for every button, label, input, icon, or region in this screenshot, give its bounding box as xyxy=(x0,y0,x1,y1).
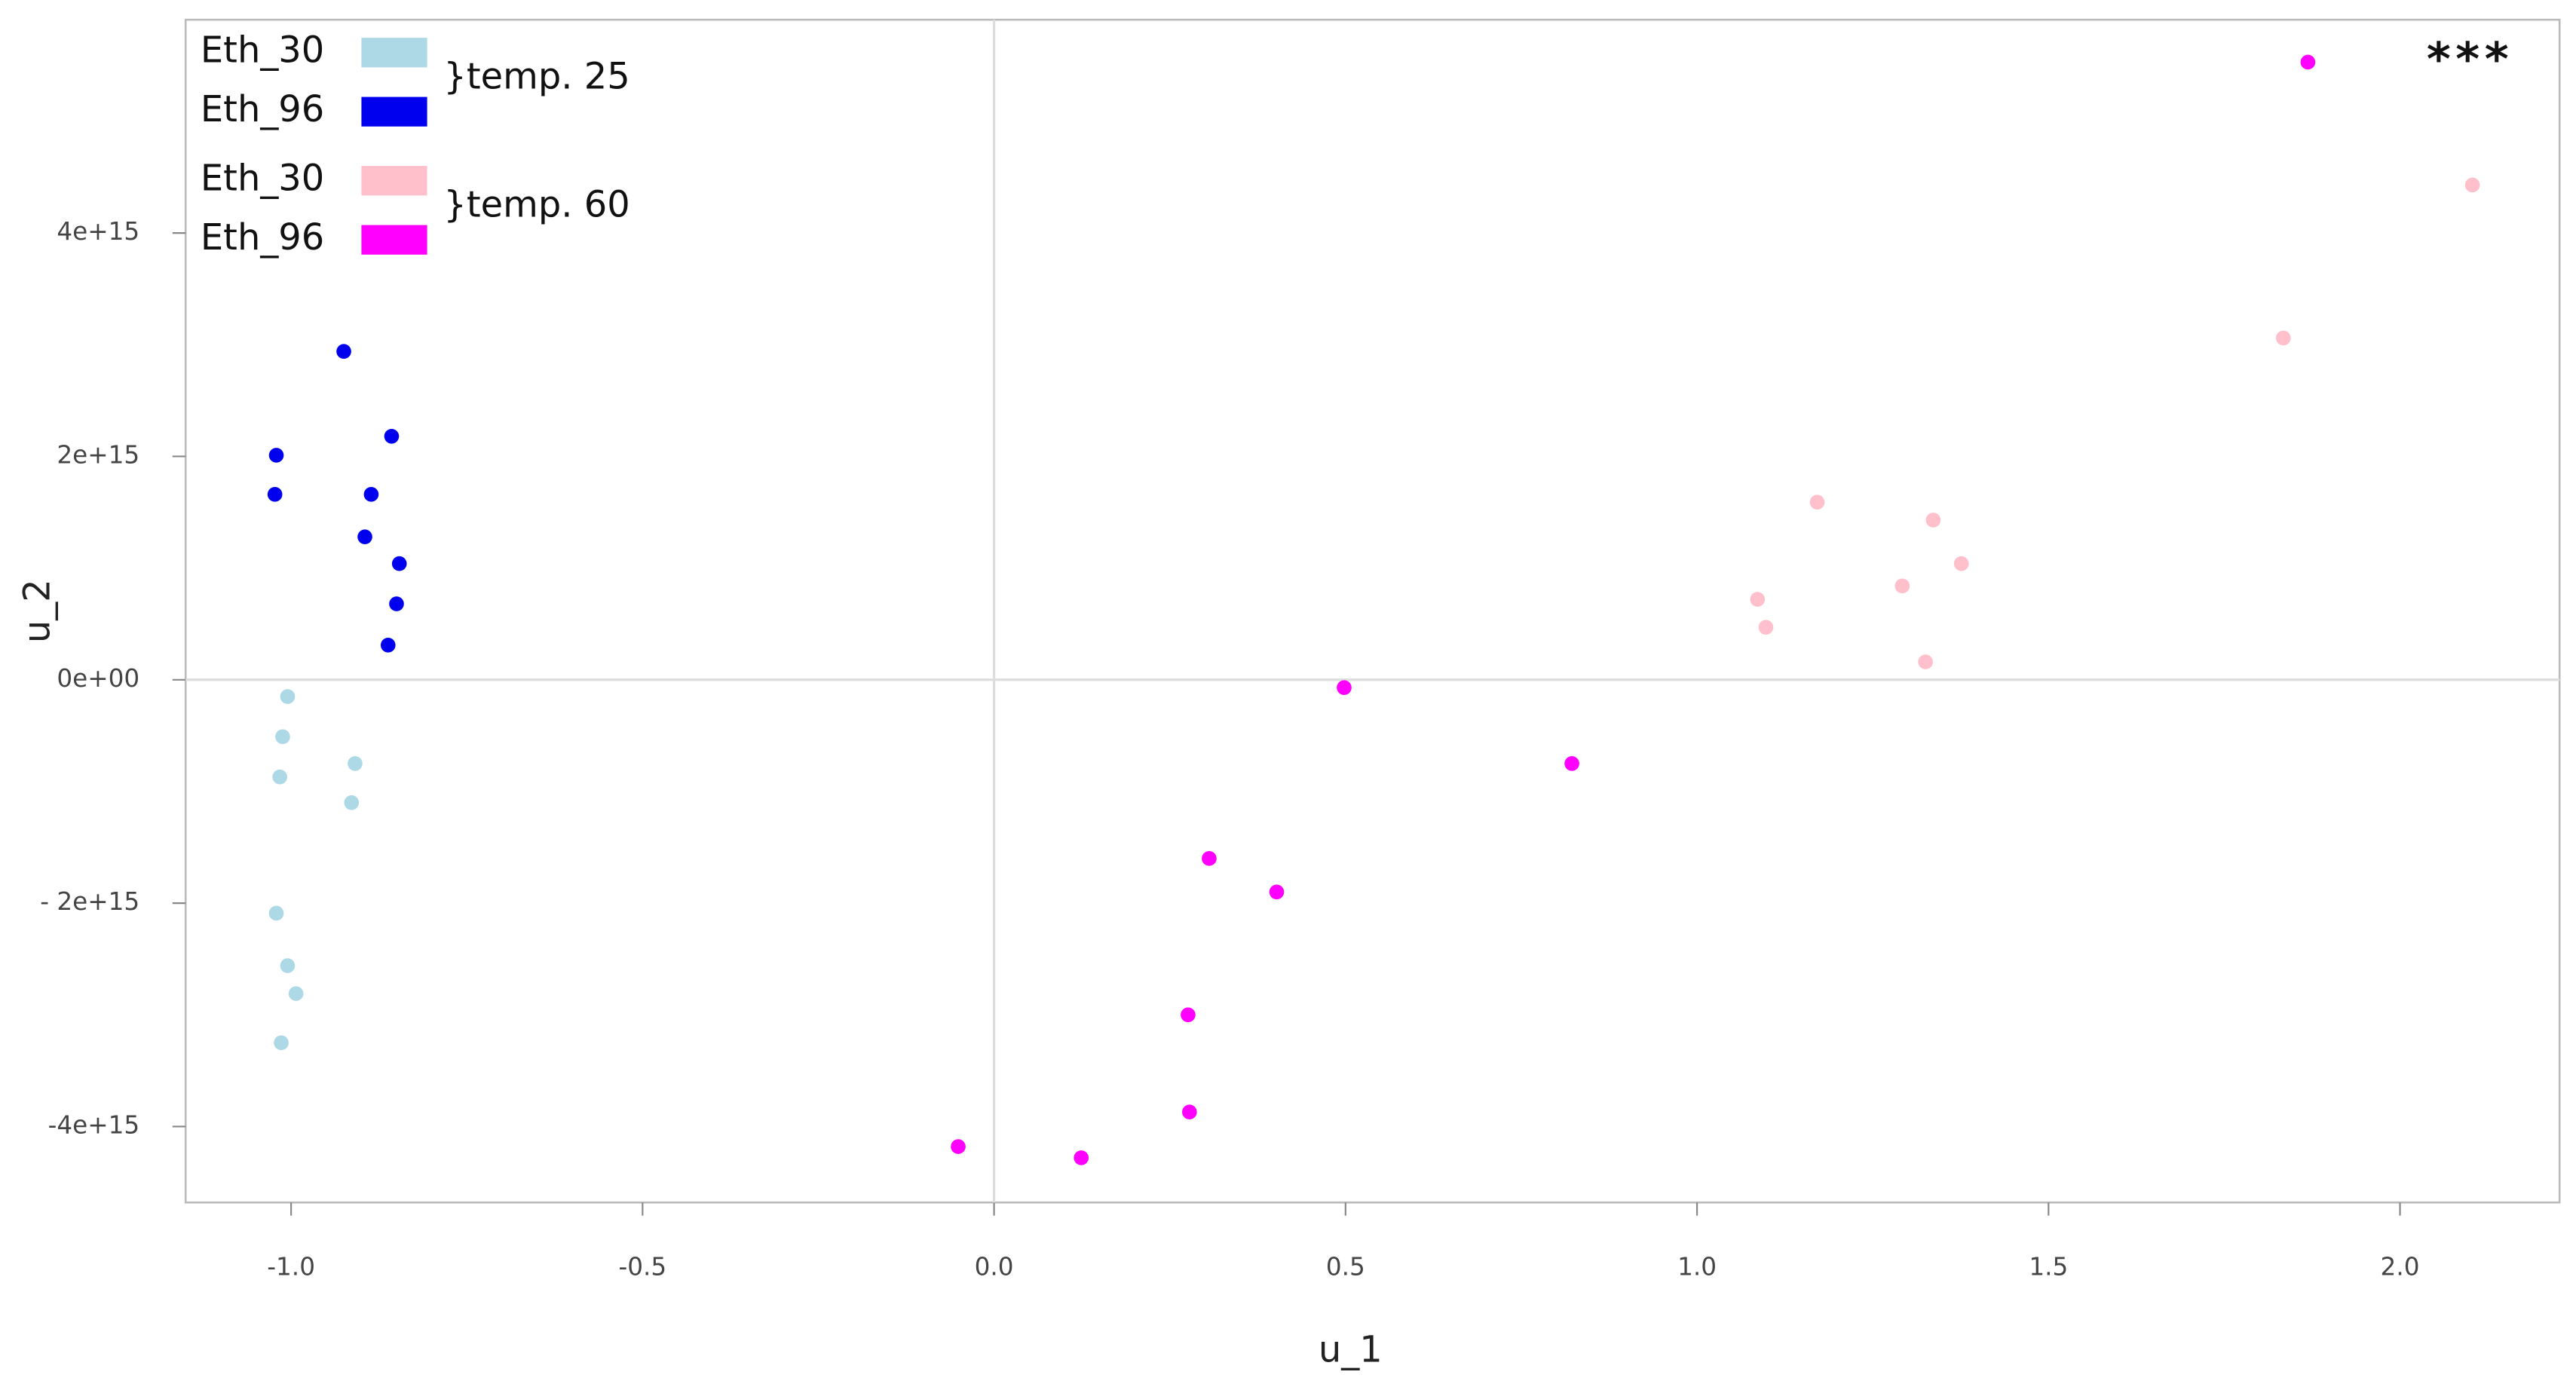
point xyxy=(274,1035,289,1051)
y-tick-label: 4e+15 xyxy=(57,217,139,246)
point xyxy=(380,638,396,653)
point xyxy=(951,1139,966,1154)
point xyxy=(1202,851,1217,866)
legend-label: Eth_96 xyxy=(201,217,324,259)
point xyxy=(348,756,363,771)
x-axis-title: u_1 xyxy=(1319,1329,1383,1370)
y-tick-label: 0e+00 xyxy=(57,664,139,693)
x-tick-label: -0.5 xyxy=(618,1252,666,1281)
point xyxy=(1337,680,1352,695)
point xyxy=(268,448,284,463)
x-tick-label: 0.0 xyxy=(975,1252,1014,1281)
x-tick-label: 0.5 xyxy=(1326,1252,1365,1281)
plot-frame xyxy=(184,18,2561,1204)
point xyxy=(1758,620,1774,635)
point xyxy=(384,428,400,444)
point xyxy=(275,729,290,745)
point xyxy=(1953,556,1969,571)
point xyxy=(280,689,296,704)
legend-swatch xyxy=(361,166,427,196)
legend-swatch xyxy=(361,96,427,127)
x-tick-label: 1.0 xyxy=(1677,1252,1717,1281)
point xyxy=(280,958,296,973)
legend-group: temp. 25 xyxy=(467,57,630,98)
point xyxy=(357,529,372,544)
legend-brace: } xyxy=(443,57,467,98)
legend-group: temp. 60 xyxy=(467,185,630,226)
y-tick-label: - 2e+15 xyxy=(40,887,139,916)
point xyxy=(267,487,283,502)
y-tick-label: -4e+15 xyxy=(48,1110,140,1139)
legend-label: Eth_30 xyxy=(201,158,324,200)
annotation: *** xyxy=(2427,32,2513,86)
point xyxy=(344,795,360,810)
point xyxy=(1918,654,1933,669)
point xyxy=(336,344,351,360)
x-tick-label: -1.0 xyxy=(267,1252,315,1281)
point xyxy=(1181,1007,1196,1023)
y-tick-label: 2e+15 xyxy=(57,440,139,469)
point xyxy=(272,769,288,785)
point xyxy=(2464,177,2480,193)
point xyxy=(1925,513,1941,528)
legend-label: Eth_96 xyxy=(201,89,324,130)
y-axis-title: u_2 xyxy=(17,579,58,643)
legend-swatch xyxy=(361,38,427,68)
legend-swatch xyxy=(361,225,427,255)
legend-label: Eth_30 xyxy=(201,30,324,72)
point xyxy=(391,556,407,571)
point xyxy=(363,487,379,502)
point xyxy=(389,596,404,611)
x-tick-label: 2.0 xyxy=(2381,1252,2420,1281)
point xyxy=(268,905,284,921)
point xyxy=(1074,1150,1089,1165)
point xyxy=(1182,1104,1197,1119)
point xyxy=(1750,592,1766,607)
x-tick-label: 1.5 xyxy=(2029,1252,2068,1281)
point xyxy=(1564,756,1579,771)
point xyxy=(1809,495,1825,510)
point xyxy=(2275,330,2291,346)
legend-brace: } xyxy=(443,185,467,226)
point xyxy=(288,986,304,1001)
point xyxy=(2300,54,2316,70)
point xyxy=(1894,578,1910,594)
point xyxy=(1269,884,1285,900)
